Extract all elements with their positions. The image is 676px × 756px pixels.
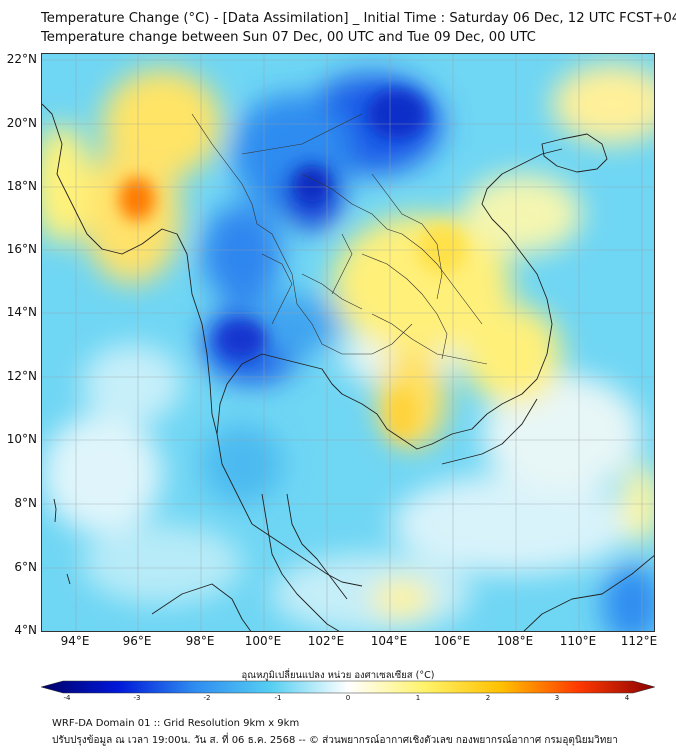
colorbar-tick: 4	[624, 694, 630, 702]
lon-label-108e: 108°E	[496, 634, 534, 648]
map-subtitle: Temperature change between Sun 07 Dec, 0…	[41, 30, 536, 45]
coastlines	[42, 103, 654, 631]
lon-label-110e: 110°E	[559, 634, 597, 648]
colorbar-tick: -3	[133, 694, 141, 702]
lat-label-20n: 20°N	[6, 116, 37, 130]
lat-label-12n: 12°N	[6, 369, 37, 383]
country-borders	[191, 113, 488, 365]
lat-label-18n: 18°N	[6, 179, 37, 193]
colorbar-tick: -2	[203, 694, 211, 702]
lon-label-106e: 106°E	[433, 634, 471, 648]
lon-label-104e: 104°E	[370, 634, 408, 648]
lon-label-102e: 102°E	[307, 634, 345, 648]
colorbar-tick: -4	[63, 694, 71, 702]
lon-label-100e: 100°E	[244, 634, 282, 648]
colorbar-tick: 0	[345, 694, 351, 702]
lat-label-4n: 4°N	[14, 623, 37, 637]
map-canvas	[42, 54, 654, 631]
lon-label-112e: 112°E	[620, 634, 658, 648]
colorbar-tick: 1	[415, 694, 421, 702]
map-title: Temperature Change (°C) - [Data Assimila…	[41, 11, 676, 26]
temperature-change-map	[41, 53, 655, 632]
colorbar-tick: 3	[554, 694, 560, 702]
lat-label-16n: 16°N	[6, 242, 37, 256]
temperature-field	[42, 64, 654, 631]
colorbar-tick: 2	[485, 694, 491, 702]
colorbar-gradient	[41, 680, 655, 694]
colorbar-title: อุณหภูมิเปลี่ยนแปลง หน่วย องศาเซลเซียส (…	[241, 670, 435, 681]
lat-label-10n: 10°N	[6, 432, 37, 446]
lon-label-94e: 94°E	[60, 634, 90, 648]
lon-label-98e: 98°E	[185, 634, 215, 648]
lat-label-14n: 14°N	[6, 305, 37, 319]
colorbar-tick: -1	[274, 694, 282, 702]
footer-model-info: WRF-DA Domain 01 :: Grid Resolution 9km …	[52, 718, 300, 729]
lat-label-8n: 8°N	[14, 496, 37, 510]
lat-label-6n: 6°N	[14, 560, 37, 574]
colorbar	[41, 680, 655, 694]
lon-label-96e: 96°E	[122, 634, 152, 648]
footer-credit: ปรับปรุงข้อมูล ณ เวลา 19:00น. วัน ส. ที่…	[52, 735, 618, 746]
lat-label-22n: 22°N	[6, 52, 37, 66]
